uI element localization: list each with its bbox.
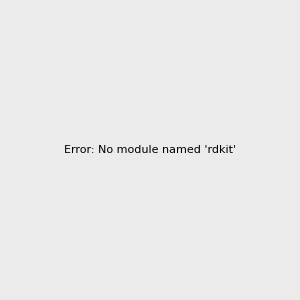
Text: Error: No module named 'rdkit': Error: No module named 'rdkit' (64, 145, 236, 155)
